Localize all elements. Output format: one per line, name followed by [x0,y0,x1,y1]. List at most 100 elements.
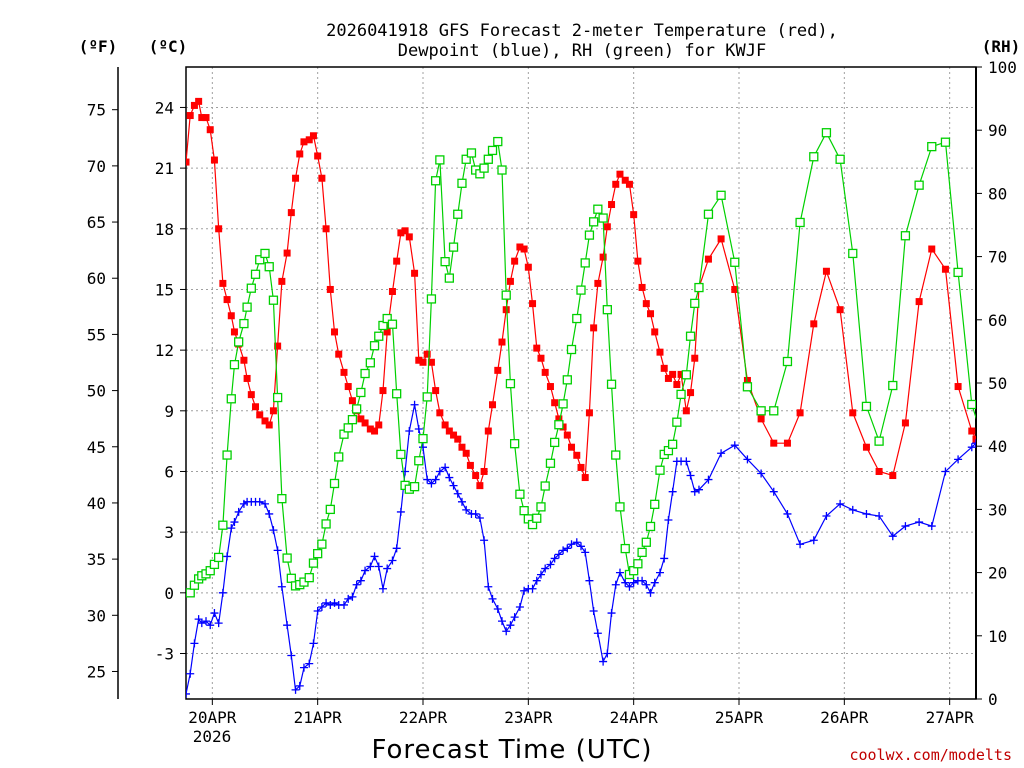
rh-point [374,331,384,341]
dewpoint-point [378,584,387,593]
dewpoint-point [541,564,550,573]
temperature-point [664,374,672,382]
dewpoint-point [388,556,397,565]
rh-point [645,521,656,532]
dewpoint-point [449,481,458,490]
celsius-tick-label: -3 [155,644,174,663]
temperature-point [822,267,830,275]
dewpoint-point [621,578,630,587]
dewpoint-point [210,609,219,618]
rh-point [308,558,319,568]
rh-point [576,285,586,295]
temperature-point [972,435,976,443]
dewpoint-point [572,538,581,547]
dewpoint-point [202,617,211,626]
dewpoint-point [682,457,691,466]
temperature-point [340,368,348,376]
temperature-point [466,461,474,469]
dewpoint-point [567,540,576,549]
dewpoint-point [352,580,361,589]
rh-point [466,148,477,158]
rh-point [685,331,696,341]
rh-point [562,375,572,385]
temperature-point [401,227,409,235]
rh-point [667,439,678,449]
dewpoint-point [401,467,410,476]
dewpoint-point [488,594,497,603]
x-axis-label: Forecast Time (UTC) [371,735,652,765]
temperature-point [357,415,365,423]
grid-lines [186,67,976,699]
fahrenheit-tick-label: 50 [87,382,106,401]
rh-point [588,217,599,227]
dewpoint-point [862,509,871,518]
dewpoint-point [901,522,910,531]
temperature-point [682,407,690,415]
dewpoint-point [295,681,304,690]
temperature-point [651,328,659,336]
temperature-point [810,320,818,328]
dewpoint-point [607,609,616,618]
rh-point [426,294,437,304]
fahrenheit-tick-label: 65 [87,213,106,232]
rh-point [914,180,924,190]
celsius-tick-label: 24 [155,98,174,117]
chart-title-line2: Dewpoint (blue), RH (green) for KWJF [398,41,766,61]
temperature-point [247,391,255,399]
temperature-point [318,174,326,182]
rh-point [874,436,884,446]
rh-point [457,178,467,188]
rh-point [584,230,595,240]
rh-tick-label: 40 [988,437,1007,456]
rh-point [409,481,420,492]
dewpoint-point [888,532,897,541]
rh-point [418,433,428,444]
dewpoint-point [848,505,857,514]
temperature-point [612,180,620,188]
temperature-point [625,180,633,188]
dewpoint-point [414,425,423,434]
rh-point [940,137,951,147]
dewpoint-point [255,497,264,506]
rh-point [703,209,714,219]
rh-point [369,341,380,351]
dewpoint-point [625,582,634,591]
dewpoint-point [435,467,444,476]
dewpoint-point [277,582,286,591]
temperature-point [397,229,405,237]
dewpoint-point [366,562,375,571]
dewpoint-point [190,639,199,648]
temperature-point [432,387,440,395]
temperature-point [590,324,598,332]
dewpoint-point [462,505,471,514]
temperature-point [379,387,387,395]
unit-label-rh: (RH) [982,37,1021,56]
rh-point [769,406,779,416]
dewpoint-point [197,619,206,628]
celsius-tick-label: 18 [155,220,174,239]
dewpoint-point [757,469,766,478]
dewpoint-point [690,487,699,496]
unit-label-fahrenheit: (ºF) [79,37,118,56]
dewpoint-point [954,455,963,464]
dewpoint-point [423,475,432,484]
dewpoint-point [498,617,506,626]
dewpoint-point [585,576,594,585]
temperature-point [862,443,870,451]
dewpoint-point [967,443,976,452]
series-temperature [186,97,976,490]
temperature-point [436,409,444,417]
rh-point [422,392,432,402]
rh-tick-label: 70 [988,248,1007,267]
temperature-point [621,176,629,184]
fahrenheit-tick-label: 60 [87,269,106,288]
dewpoint-point [593,629,602,638]
temperature-point [314,152,322,160]
temperature-point [415,356,423,364]
rh-tick-label: 50 [988,374,1007,393]
temperature-point [335,350,343,358]
rh-point [229,360,240,370]
dewpoint-point [822,511,831,520]
temperature-point [472,472,480,480]
dewpoint-point [660,554,669,563]
